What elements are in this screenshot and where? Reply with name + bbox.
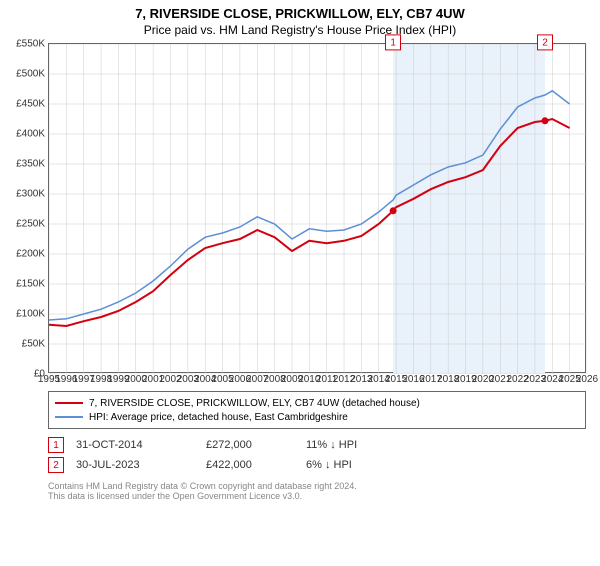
legend-item: HPI: Average price, detached house, East… (55, 410, 579, 424)
y-axis-tick-label: £150K (16, 279, 45, 290)
sale-hpi-delta: 6% ↓ HPI (306, 459, 416, 471)
page-title: 7, RIVERSIDE CLOSE, PRICKWILLOW, ELY, CB… (0, 6, 600, 21)
chart-legend: 7, RIVERSIDE CLOSE, PRICKWILLOW, ELY, CB… (48, 391, 586, 429)
chart-sale-marker: 1 (385, 34, 401, 50)
y-axis-tick-label: £100K (16, 309, 45, 320)
sale-marker-icon: 2 (48, 457, 64, 473)
sale-price: £422,000 (206, 459, 306, 471)
y-axis-tick-label: £200K (16, 249, 45, 260)
sale-date: 31-OCT-2014 (76, 439, 206, 451)
y-axis-tick-label: £450K (16, 99, 45, 110)
y-axis-tick-label: £250K (16, 219, 45, 230)
page-subtitle: Price paid vs. HM Land Registry's House … (0, 23, 600, 37)
sales-table: 1 31-OCT-2014 £272,000 11% ↓ HPI 2 30-JU… (48, 435, 586, 475)
y-axis-tick-label: £500K (16, 69, 45, 80)
sale-marker-icon: 1 (48, 437, 64, 453)
legend-item: 7, RIVERSIDE CLOSE, PRICKWILLOW, ELY, CB… (55, 396, 579, 410)
y-axis-tick-label: £50K (22, 339, 45, 350)
legend-label: 7, RIVERSIDE CLOSE, PRICKWILLOW, ELY, CB… (89, 398, 420, 409)
sale-price: £272,000 (206, 439, 306, 451)
sale-row: 1 31-OCT-2014 £272,000 11% ↓ HPI (48, 435, 586, 455)
footer-line: Contains HM Land Registry data © Crown c… (48, 481, 586, 491)
price-chart: £0£50K£100K£150K£200K£250K£300K£350K£400… (48, 43, 586, 373)
y-axis-tick-label: £400K (16, 129, 45, 140)
sale-row: 2 30-JUL-2023 £422,000 6% ↓ HPI (48, 455, 586, 475)
sale-hpi-delta: 11% ↓ HPI (306, 439, 416, 451)
legend-label: HPI: Average price, detached house, East… (89, 412, 348, 423)
footer-attribution: Contains HM Land Registry data © Crown c… (48, 481, 586, 501)
x-axis-tick-label: 2026 (576, 374, 598, 385)
y-axis-tick-label: £300K (16, 189, 45, 200)
sale-date: 30-JUL-2023 (76, 459, 206, 471)
footer-line: This data is licensed under the Open Gov… (48, 491, 586, 501)
legend-swatch (55, 402, 83, 404)
chart-sale-marker: 2 (537, 34, 553, 50)
y-axis-tick-label: £350K (16, 159, 45, 170)
y-axis-tick-label: £550K (16, 39, 45, 50)
legend-swatch (55, 416, 83, 418)
